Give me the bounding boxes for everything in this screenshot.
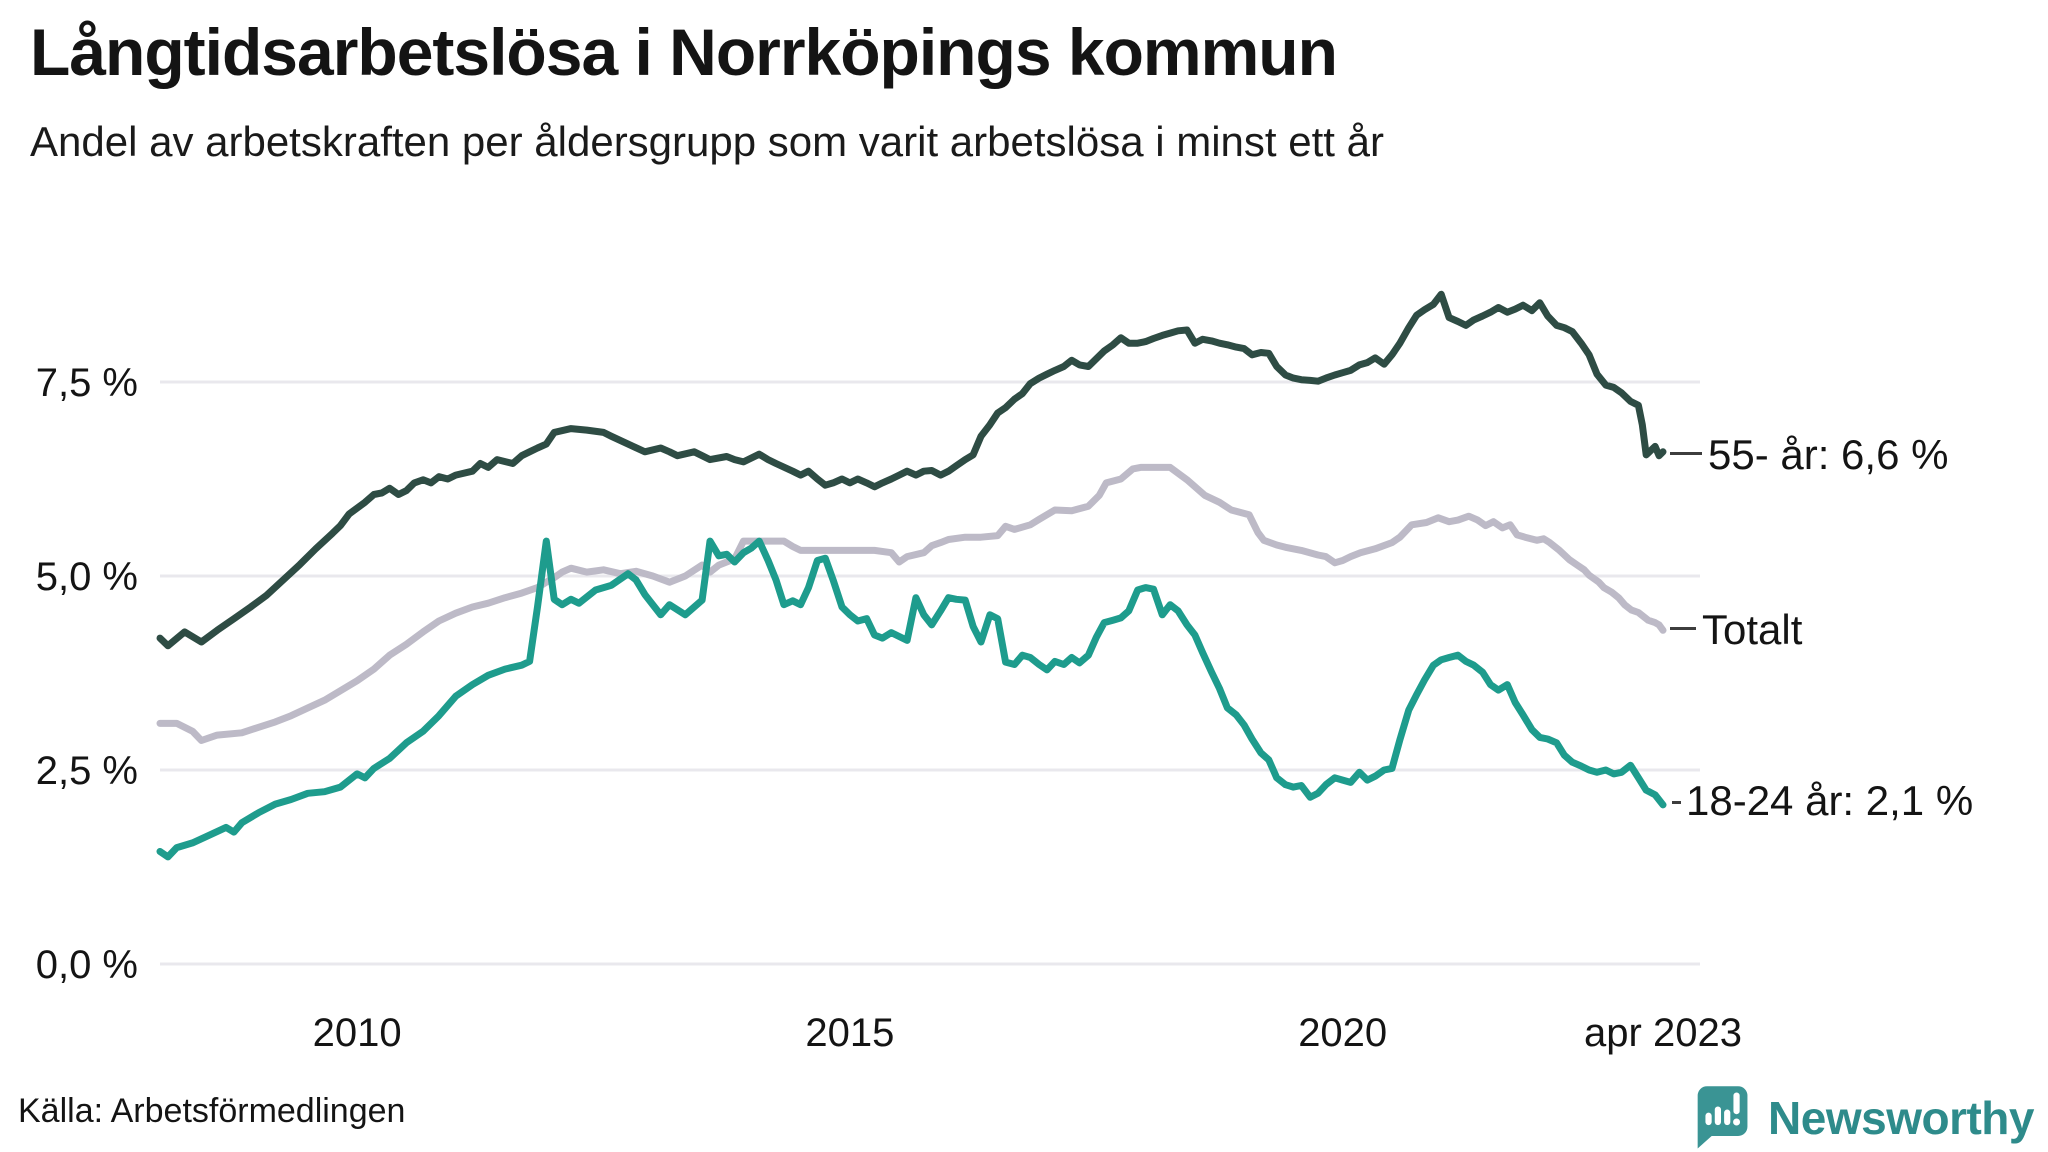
y-tick-label: 2,5 %: [36, 749, 138, 793]
leader-dash-totalt: [1670, 627, 1696, 630]
x-tick-label: 2010: [313, 1011, 402, 1055]
leader-dash-55: [1670, 452, 1702, 455]
series-label-18-24: 18-24 år: 2,1 %: [1686, 777, 1974, 824]
series-line-totalt: [156, 463, 1667, 744]
y-tick-label: 7,5 %: [36, 361, 138, 405]
page-title: Långtidsarbetslösa i Norrköpings kommun: [30, 15, 1338, 89]
brand-wordmark: Newsworthy: [1768, 1091, 2034, 1144]
page-subtitle: Andel av arbetskraften per åldersgrupp s…: [30, 118, 1384, 165]
y-tick-label: 5,0 %: [36, 555, 138, 599]
brand-lockup: Newsworthy: [1688, 1080, 2034, 1152]
series-label-totalt: Totalt: [1702, 606, 1803, 653]
leader-dash-18-24: [1672, 801, 1681, 804]
newsworthy-logo-icon: [1688, 1080, 1754, 1152]
y-tick-label: 0,0 %: [36, 943, 138, 987]
x-tick-label: 2015: [805, 1011, 894, 1055]
series-line-18-24-r: [156, 537, 1667, 861]
series-line-55-r: [156, 290, 1667, 650]
source-note: Källa: Arbetsförmedlingen: [18, 1092, 406, 1130]
x-tick-label: 2020: [1298, 1011, 1387, 1055]
x-tick-label: apr 2023: [1584, 1011, 1742, 1055]
series-label-55: 55- år: 6,6 %: [1708, 431, 1949, 478]
